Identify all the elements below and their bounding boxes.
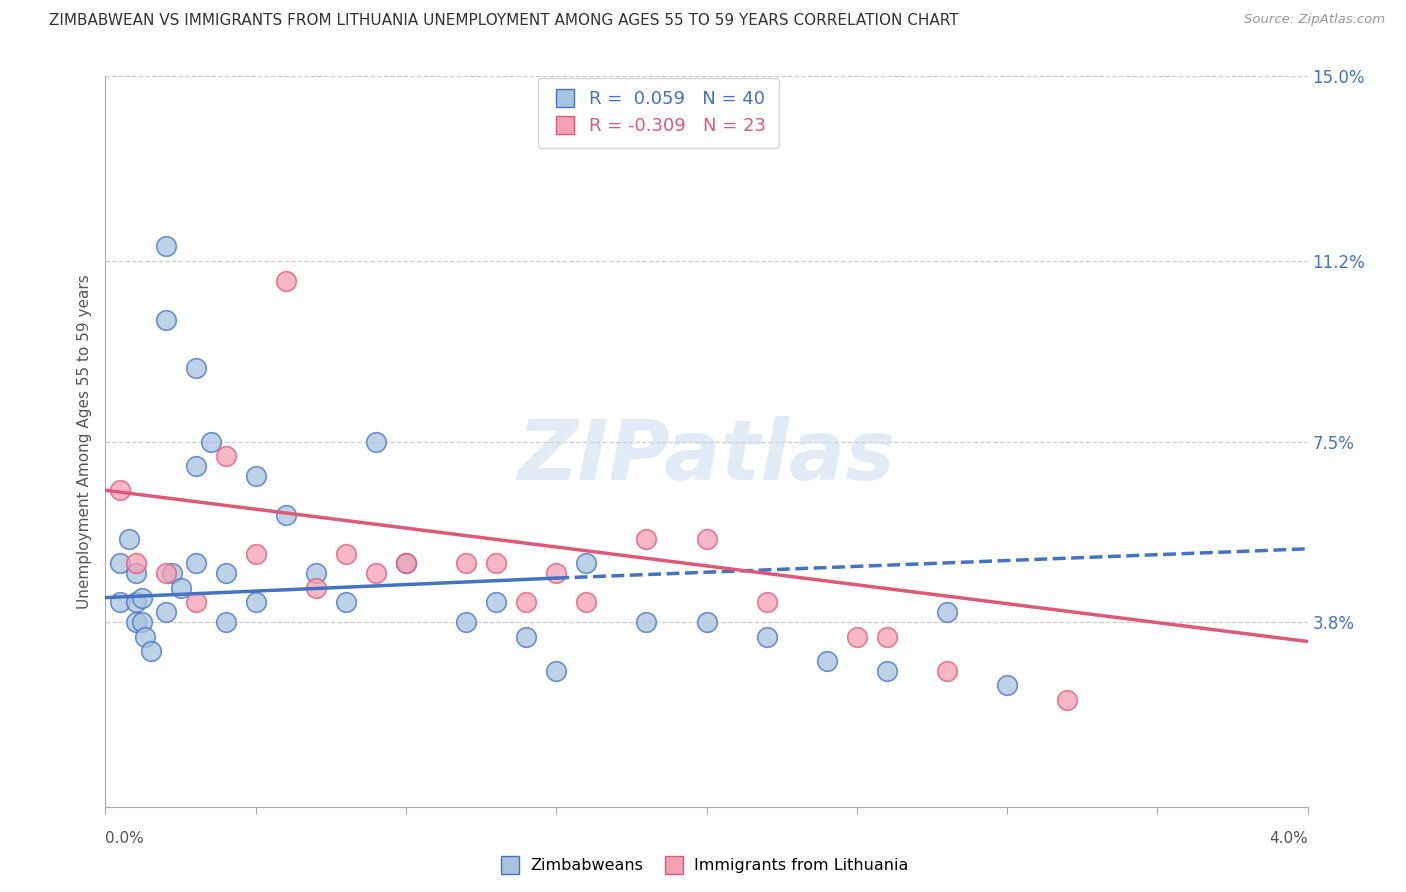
Point <box>160 566 183 581</box>
Point <box>995 678 1018 692</box>
Point <box>124 557 146 571</box>
Point <box>124 566 146 581</box>
Point <box>155 605 177 619</box>
Y-axis label: Unemployment Among Ages 55 to 59 years: Unemployment Among Ages 55 to 59 years <box>76 274 91 609</box>
Point <box>305 566 328 581</box>
Point <box>274 274 297 288</box>
Point <box>485 557 508 571</box>
Point <box>200 434 222 449</box>
Point <box>575 595 598 609</box>
Point <box>245 547 267 561</box>
Point <box>124 595 146 609</box>
Point <box>155 312 177 326</box>
Point <box>1056 693 1078 707</box>
Point <box>131 591 153 605</box>
Point <box>485 595 508 609</box>
Point <box>184 361 207 376</box>
Point <box>335 547 357 561</box>
Text: 0.0%: 0.0% <box>105 831 145 846</box>
Point <box>245 468 267 483</box>
Point <box>134 630 156 644</box>
Point <box>515 630 537 644</box>
Point <box>876 630 898 644</box>
Point <box>155 566 177 581</box>
Point <box>395 557 418 571</box>
Text: 4.0%: 4.0% <box>1268 831 1308 846</box>
Point <box>131 615 153 629</box>
Point <box>214 615 236 629</box>
Point <box>845 630 868 644</box>
Point <box>139 644 162 658</box>
Point <box>876 664 898 678</box>
Point <box>936 605 959 619</box>
Point <box>364 434 387 449</box>
Point <box>515 595 537 609</box>
Point <box>395 557 418 571</box>
Point <box>815 654 838 668</box>
Point <box>305 581 328 595</box>
Point <box>636 615 658 629</box>
Point <box>636 532 658 546</box>
Point <box>124 615 146 629</box>
Point <box>184 557 207 571</box>
Point <box>110 595 132 609</box>
Point <box>274 508 297 522</box>
Text: Source: ZipAtlas.com: Source: ZipAtlas.com <box>1244 13 1385 27</box>
Point <box>110 483 132 498</box>
Point <box>755 595 778 609</box>
Point <box>696 532 718 546</box>
Point <box>546 664 568 678</box>
Point <box>184 458 207 473</box>
Point <box>575 557 598 571</box>
Point <box>169 581 191 595</box>
Point <box>696 615 718 629</box>
Point <box>755 630 778 644</box>
Point <box>118 532 141 546</box>
Point <box>214 449 236 463</box>
Point <box>546 566 568 581</box>
Point <box>454 615 477 629</box>
Point <box>184 595 207 609</box>
Point <box>335 595 357 609</box>
Text: ZIMBABWEAN VS IMMIGRANTS FROM LITHUANIA UNEMPLOYMENT AMONG AGES 55 TO 59 YEARS C: ZIMBABWEAN VS IMMIGRANTS FROM LITHUANIA … <box>49 13 959 29</box>
Point <box>214 566 236 581</box>
Point <box>454 557 477 571</box>
Point <box>155 239 177 253</box>
Legend: R =  0.059   N = 40, R = -0.309   N = 23: R = 0.059 N = 40, R = -0.309 N = 23 <box>538 78 779 148</box>
Point <box>110 557 132 571</box>
Point <box>936 664 959 678</box>
Point <box>245 595 267 609</box>
Point <box>364 566 387 581</box>
Legend: Zimbabweans, Immigrants from Lithuania: Zimbabweans, Immigrants from Lithuania <box>492 852 914 880</box>
Text: ZIPatlas: ZIPatlas <box>517 416 896 497</box>
